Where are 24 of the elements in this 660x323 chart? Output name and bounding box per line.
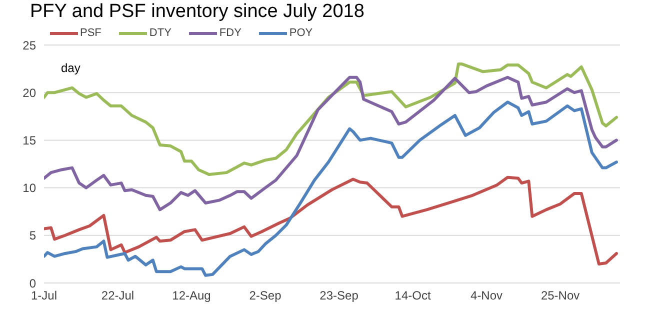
y-tick-label: 15: [22, 133, 36, 148]
x-tick-label: 22-Jul: [101, 288, 134, 303]
x-tick-label: 23-Sep: [320, 288, 359, 303]
x-tick-label: 2-Sep: [249, 288, 282, 303]
y-tick-label: 25: [22, 38, 36, 52]
x-tick-label: 25-Nov: [540, 288, 580, 303]
y-tick-label: 5: [29, 228, 36, 243]
legend-label: FDY: [219, 27, 242, 39]
line-series: [44, 76, 618, 212]
y-tick-label: 10: [22, 181, 36, 196]
line-series: [44, 62, 618, 176]
chart-title: PFY and PSF inventory since July 2018: [30, 1, 364, 23]
line-series: [44, 176, 618, 266]
legend-label: DTY: [149, 27, 172, 39]
legend-label: PSF: [80, 27, 102, 39]
legend-label: POY: [289, 27, 313, 39]
y-axis-title: day: [61, 61, 80, 75]
x-tick-label: 1-Jul: [30, 288, 58, 303]
line-series: [44, 100, 618, 277]
x-tick-label: 4-Nov: [470, 288, 503, 303]
y-tick-label: 0: [29, 276, 36, 290]
x-tick-label: 12-Aug: [172, 288, 211, 303]
y-tick-label: 20: [22, 86, 36, 100]
x-tick-label: 14-Oct: [394, 288, 432, 303]
